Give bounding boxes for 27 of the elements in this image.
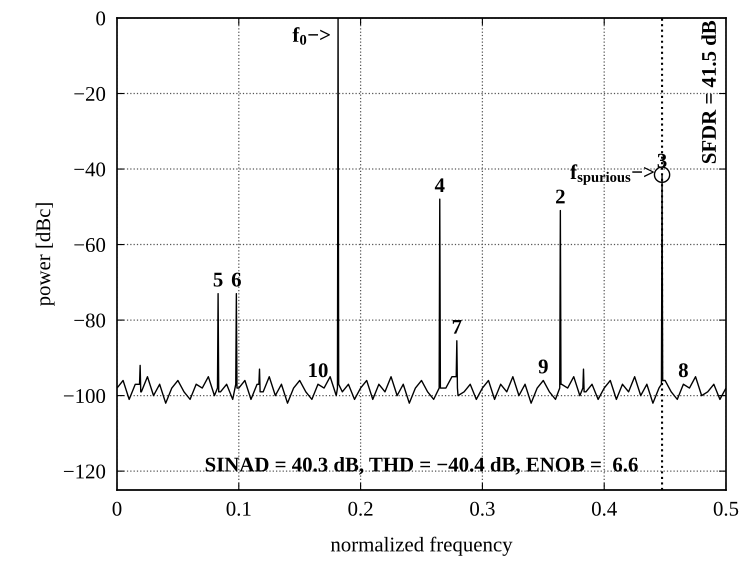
x-tick-label: 0.3 xyxy=(470,502,495,516)
annotation: 2 xyxy=(556,190,565,204)
annotation: SINAD = 40.3 dB, THD = −40.4 dB, ENOB = 6.6 xyxy=(206,456,638,475)
y-tick-label: 0 xyxy=(96,11,106,26)
annotation: f$_{0}$−> xyxy=(292,27,330,45)
annotation: SFDR = 41.5 dB xyxy=(701,20,716,164)
annotation: 6 xyxy=(232,272,241,287)
annotation: 10 xyxy=(309,363,328,378)
y-tick-label: −120 xyxy=(64,464,106,479)
annotation: 7 xyxy=(452,320,462,334)
y-tick-label: −60 xyxy=(74,238,106,252)
x-axis-title: normalized frequency xyxy=(330,536,513,556)
x-tick-label: 0.1 xyxy=(226,502,251,516)
annotation: 8 xyxy=(678,363,688,378)
y-tick-label: −100 xyxy=(64,388,106,404)
x-tick-label: 0.5 xyxy=(714,502,738,516)
annotation: 5 xyxy=(214,272,223,287)
x-tick-label: 0.2 xyxy=(348,502,372,516)
y-tick-label: −20 xyxy=(74,86,106,101)
annotation: f$_{spurious}$−> xyxy=(570,164,654,185)
y-tick-label: −80 xyxy=(74,313,106,328)
annotation: 4 xyxy=(434,178,445,192)
x-tick-label: 0.4 xyxy=(592,502,617,516)
x-tick-label: 0 xyxy=(112,502,122,516)
y-axis-title: power [dBc] xyxy=(36,203,55,306)
y-tick-label: −40 xyxy=(74,162,106,176)
annotation: 9 xyxy=(538,359,548,374)
